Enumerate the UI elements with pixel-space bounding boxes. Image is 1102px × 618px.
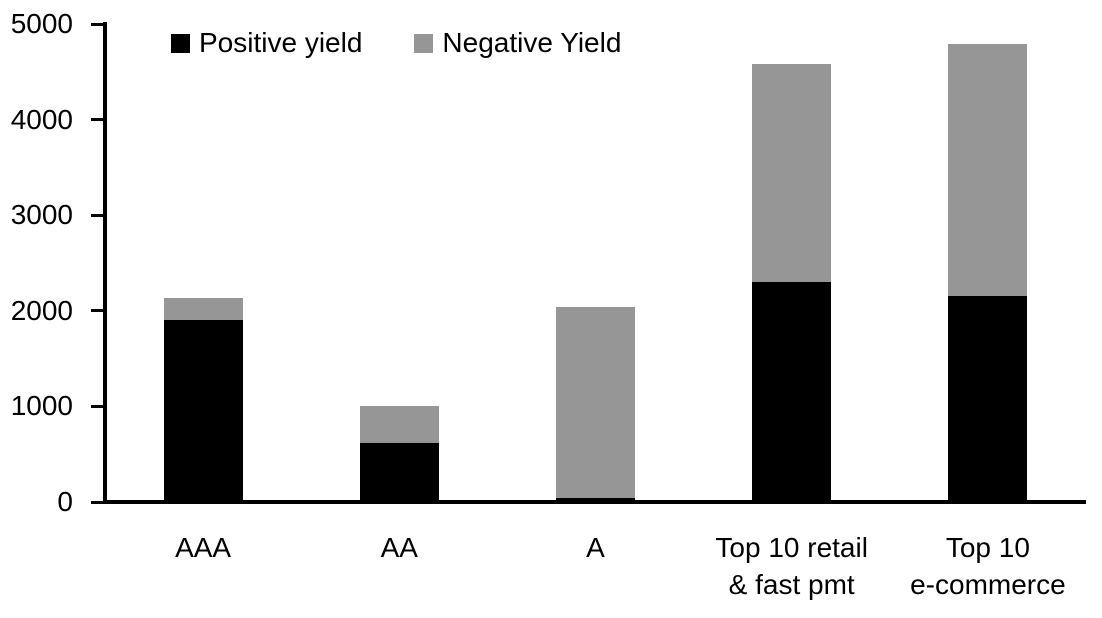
y-axis-tick — [91, 500, 103, 504]
y-axis-tick-label: 3000 — [10, 199, 73, 231]
legend-label-negative-yield: Negative Yield — [442, 27, 622, 58]
bar-segment-positive-yield — [359, 442, 439, 502]
x-axis-category-label: Top 10 e-commerce — [910, 532, 1066, 600]
y-axis-tick — [91, 404, 103, 408]
bar-segment-positive-yield — [752, 282, 832, 502]
bar-column — [359, 24, 439, 502]
y-axis-tick-label: 0 — [57, 486, 73, 517]
bar-column — [948, 24, 1028, 502]
y-axis-tick-label: 4000 — [10, 103, 73, 135]
y-axis-tick-label: 1000 — [10, 390, 73, 422]
bar-segment-negative-yield — [752, 64, 832, 283]
positive-yield-swatch — [171, 33, 190, 53]
bar-segment-positive-yield — [163, 320, 243, 502]
bar-column — [556, 24, 635, 502]
x-axis-category-label: AAA — [175, 532, 232, 563]
x-axis-category-label: AA — [380, 532, 418, 563]
bar-segment-negative-yield — [948, 44, 1028, 297]
legend-label-positive-yield: Positive yield — [199, 27, 363, 58]
legend: Positive yield Negative Yield — [171, 27, 621, 59]
x-axis-line — [103, 500, 1086, 504]
y-axis-tick — [91, 213, 103, 217]
bar-segment-negative-yield — [556, 306, 635, 498]
bar-segment-negative-yield — [163, 298, 243, 321]
y-axis-tick — [91, 22, 103, 26]
y-axis-tick — [91, 309, 103, 313]
bar-column — [163, 24, 243, 502]
bar-segment-positive-yield — [948, 296, 1028, 502]
y-axis-line — [103, 22, 107, 504]
y-axis-tick-label: 5000 — [10, 8, 73, 39]
legend-item-negative-yield: Negative Yield — [414, 27, 621, 59]
bar-segment-negative-yield — [359, 405, 439, 443]
bar-segment-positive-yield — [556, 497, 635, 502]
y-axis-tick-label: 2000 — [10, 294, 73, 326]
bar-column — [752, 24, 832, 502]
negative-yield-swatch — [414, 33, 434, 53]
x-axis-category-label: A — [586, 532, 605, 563]
x-axis-category-label: Top 10 retail & fast pmt — [715, 532, 868, 600]
legend-item-positive-yield: Positive yield — [171, 27, 362, 59]
y-axis-tick — [91, 118, 103, 122]
